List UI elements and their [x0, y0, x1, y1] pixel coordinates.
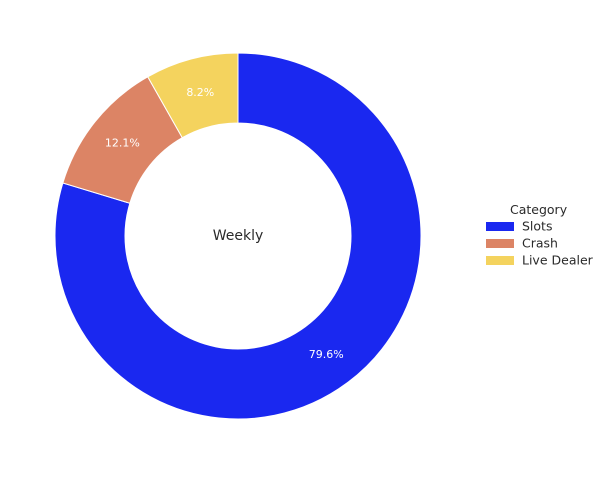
legend-swatch	[486, 239, 514, 248]
legend-item: Crash	[486, 236, 558, 251]
legend-item: Live Dealer	[486, 253, 594, 268]
slice-value-label: 79.6%	[309, 348, 344, 361]
center-label: Weekly	[213, 228, 264, 244]
legend-title: Category	[510, 202, 568, 217]
legend: Category Slots Crash Live Dealer	[486, 202, 594, 268]
legend-items: Slots Crash Live Dealer	[486, 219, 594, 268]
slice-labels-layer: 79.6% 12.1% 8.2%	[105, 86, 344, 361]
slice-live-dealer	[147, 52, 239, 139]
legend-swatch	[486, 222, 514, 231]
legend-label: Live Dealer	[522, 253, 594, 268]
legend-swatch	[486, 256, 514, 265]
slices-layer	[54, 52, 422, 420]
legend-label: Slots	[522, 219, 552, 234]
legend-label: Crash	[522, 236, 558, 251]
slice-value-label: 12.1%	[105, 137, 140, 150]
slice-slots	[54, 52, 422, 420]
slice-value-label: 8.2%	[186, 86, 214, 99]
legend-item: Slots	[486, 219, 552, 234]
